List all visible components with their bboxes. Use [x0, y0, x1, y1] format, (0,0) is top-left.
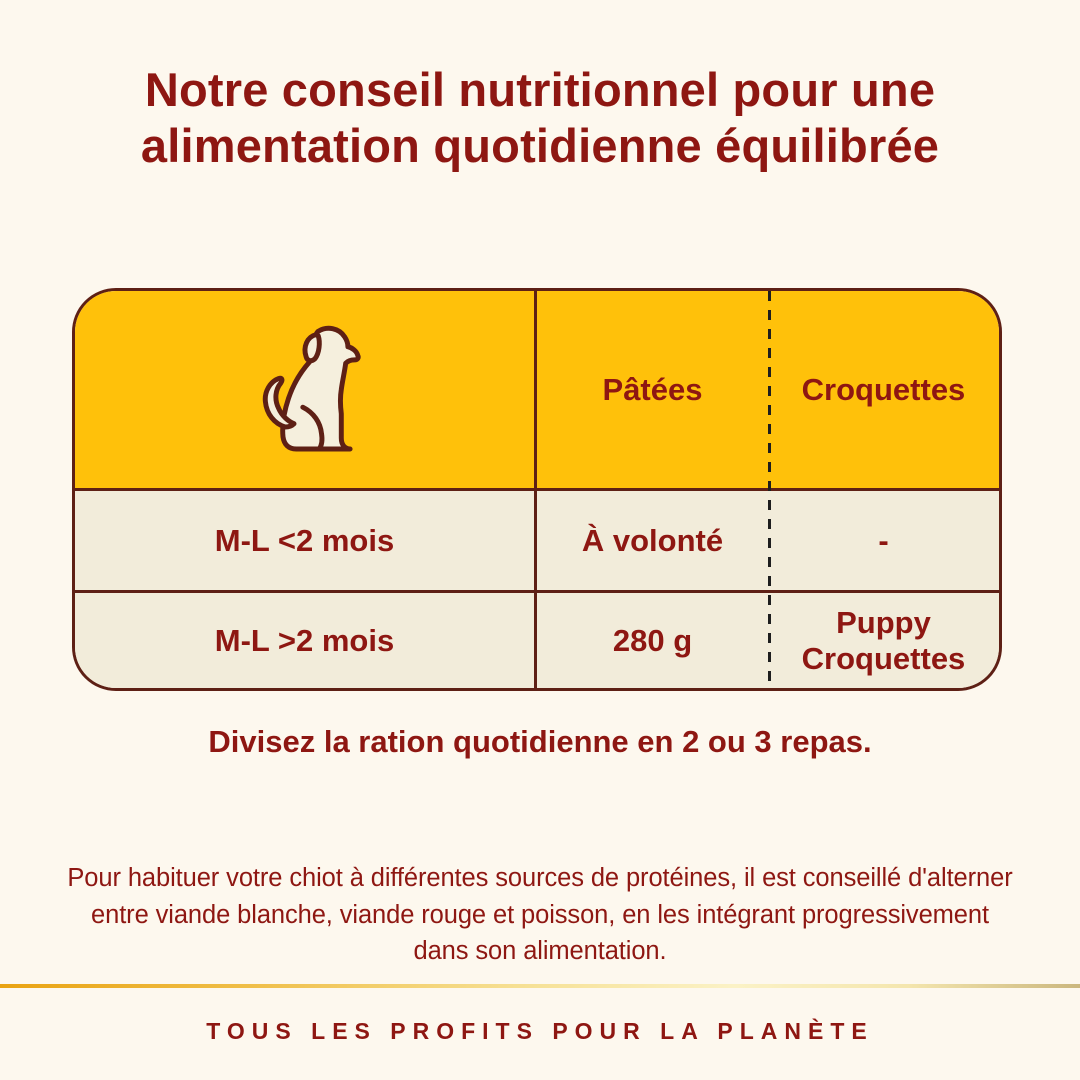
row2-age-cell: M-L >2 mois — [75, 593, 537, 688]
gold-divider — [0, 984, 1080, 988]
ration-note: Divisez la ration quotidienne en 2 ou 3 … — [208, 724, 872, 759]
nutrition-table-grid: Pâtées Croquettes M-L <2 mois À volonté … — [75, 291, 999, 688]
column-header-croquettes: Croquettes — [768, 291, 999, 491]
column-header-patees: Pâtées — [537, 291, 768, 491]
row1-patees-value: À volonté — [581, 522, 724, 558]
column-header-croquettes-label: Croquettes — [801, 371, 966, 407]
row2-patees-cell: 280 g — [537, 593, 768, 688]
row2-croquettes-value: Puppy Croquettes — [801, 604, 966, 676]
nutrition-table: Pâtées Croquettes M-L <2 mois À volonté … — [72, 288, 1002, 691]
row2-age-label: M-L >2 mois — [214, 622, 395, 658]
protein-advice: Pour habituer votre chiot à différentes … — [67, 864, 1013, 966]
row2-croquettes-cell: Puppy Croquettes — [768, 593, 999, 688]
row2-patees-value: 280 g — [612, 622, 693, 658]
row1-croquettes-value: - — [878, 522, 889, 558]
row1-croquettes-cell: - — [768, 491, 999, 593]
row1-patees-cell: À volonté — [537, 491, 768, 593]
row1-age-label: M-L <2 mois — [214, 522, 395, 558]
page-title: Notre conseil nutritionnel pour une alim… — [140, 63, 940, 173]
dashed-column-divider — [768, 291, 771, 688]
row1-age-cell: M-L <2 mois — [75, 491, 537, 593]
table-header-animal-cell — [75, 291, 537, 491]
footer-tagline: TOUS LES PROFITS POUR LA PLANÈTE — [206, 1018, 874, 1044]
column-header-patees-label: Pâtées — [602, 371, 703, 407]
dog-icon — [262, 325, 361, 452]
